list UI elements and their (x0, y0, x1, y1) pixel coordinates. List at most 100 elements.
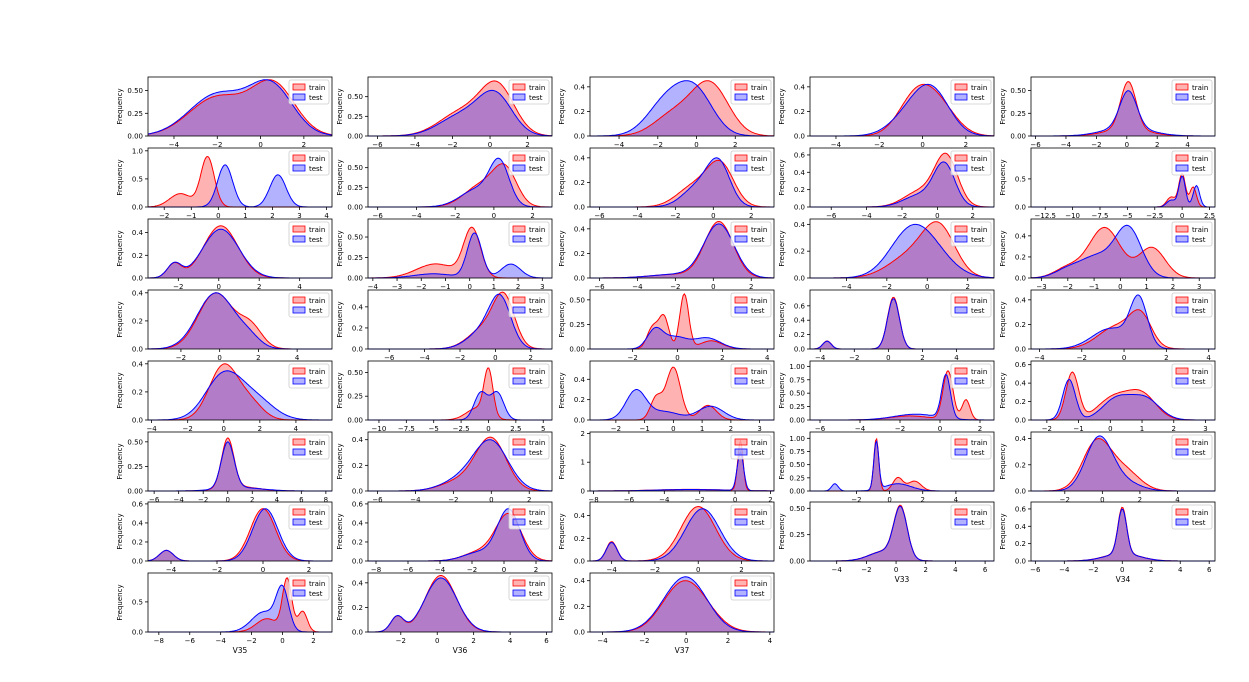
x-tick-label: 1 (700, 425, 704, 433)
legend-train-swatch (292, 508, 306, 516)
legend-box (288, 504, 330, 530)
y-tick-label: 0.50 (347, 234, 363, 242)
y-tick-label: 0.4 (352, 519, 364, 527)
x-tick-label: 0 (733, 496, 737, 504)
y-tick-label: 0.4 (352, 303, 364, 311)
y-tick-label: 0.4 (794, 83, 806, 91)
subplot-10: −12.5 −10 −7.5 −5 −2.5 0 2.5 0.0 0.5 Frequency tra… (999, 147, 1216, 220)
x-tick-label: 2 (749, 212, 753, 220)
y-axis-label: Frequency (558, 88, 566, 124)
x-tick-label: 0 (935, 212, 939, 220)
x-tick-label: −12.5 (1035, 212, 1056, 220)
y-tick-label: 0.2 (132, 252, 143, 260)
y-tick-label: 0.2 (132, 317, 143, 325)
x-tick-label: 3 (757, 425, 761, 433)
y-tick-label: 0.50 (127, 438, 143, 446)
y-tick-label: 0.2 (1015, 540, 1026, 548)
x-axis-label: V34 (1116, 575, 1131, 584)
legend-box (950, 79, 992, 105)
legend-train-swatch (1175, 438, 1189, 446)
subplot-6: −2 −1 0 1 2 3 4 0.0 0.5 1.0 Frequency train test (116, 147, 333, 220)
x-tick-label: −7.5 (398, 425, 415, 433)
legend-test-swatch (512, 448, 526, 456)
x-tick-label: 0 (1108, 425, 1112, 433)
y-tick-label: 0.4 (132, 289, 144, 297)
y-tick-label: 0.2 (574, 535, 585, 543)
test-density-fill (590, 452, 774, 491)
legend-test-swatch (1175, 306, 1189, 314)
legend-test-label: test (1192, 307, 1206, 315)
legend-box (730, 150, 772, 176)
y-tick-label: 0.00 (127, 488, 143, 496)
test-density-fill (810, 506, 994, 561)
x-tick-label: 4 (1185, 141, 1190, 149)
x-tick-label: 2 (920, 354, 924, 362)
x-tick-label: −4 (174, 496, 185, 504)
x-tick-label: 2 (525, 141, 529, 149)
test-density-fill (1031, 225, 1215, 278)
legend-train-label: train (971, 155, 987, 163)
y-tick-label: 0.2 (1015, 253, 1026, 261)
legend-train-swatch (954, 508, 968, 516)
x-axis-label: V35 (233, 646, 248, 655)
legend-train-label: train (1192, 84, 1208, 92)
x-tick-label: 2 (270, 212, 274, 220)
test-density-fill (148, 370, 332, 420)
x-tick-label: 2 (726, 637, 730, 645)
axes-frame (367, 147, 553, 208)
y-tick-label: 0.4 (574, 225, 586, 233)
legend-test-label: test (309, 449, 323, 457)
y-tick-label: 0.0 (794, 346, 805, 354)
legend-train-label: train (529, 580, 545, 588)
train-density-fill (590, 580, 774, 632)
y-tick-label: 0.2 (352, 604, 363, 612)
y-axis-label: Frequency (999, 88, 1007, 124)
x-tick-label: −4 (169, 141, 180, 149)
axes-frame (147, 147, 333, 208)
test-density-fill (810, 298, 994, 349)
axes-frame (1030, 431, 1216, 492)
y-tick-label: 0.2 (1015, 321, 1026, 329)
legend-test-label: test (751, 236, 765, 244)
axes-frame (589, 147, 775, 208)
legend-box (1171, 79, 1213, 105)
x-tick-label: −2 (611, 425, 621, 433)
legend-train-label: train (309, 509, 325, 517)
legend-test-label: test (309, 378, 323, 386)
y-tick-label: 0.2 (352, 462, 363, 470)
y-tick-label: 0.25 (347, 393, 363, 401)
x-tick-label: −4 (1061, 141, 1072, 149)
y-tick-label: 0.0 (352, 558, 363, 566)
legend-train-swatch (292, 367, 306, 375)
x-tick-label: −2 (455, 354, 465, 362)
train-density-fill (368, 437, 552, 491)
legend-train-swatch (292, 154, 306, 162)
legend-train-swatch (954, 438, 968, 446)
y-tick-label: 0.2 (574, 603, 585, 611)
train-density-line (590, 80, 775, 137)
test-density-line (1031, 378, 1215, 421)
y-axis-label: Frequency (116, 584, 124, 620)
y-axis-label: Frequency (116, 88, 124, 124)
y-tick-label: 0.0 (574, 558, 585, 566)
legend-test-swatch (1175, 448, 1189, 456)
legend-test-swatch (954, 448, 968, 456)
axes-frame (809, 431, 995, 492)
test-density-line (148, 370, 332, 421)
y-axis-label: Frequency (778, 88, 786, 124)
x-tick-label: −2 (639, 637, 649, 645)
legend-train-label: train (751, 297, 767, 305)
axes-frame (147, 431, 333, 492)
legend: train test (508, 79, 550, 105)
train-density-fill (1031, 507, 1215, 561)
test-density-fill (148, 292, 332, 349)
x-tick-label: −2.5 (1146, 212, 1163, 220)
legend-train-swatch (292, 579, 306, 587)
train-density-fill (148, 225, 332, 278)
x-tick-label: −2 (416, 283, 426, 291)
y-axis-label: Frequency (558, 159, 566, 195)
legend-box (950, 292, 992, 318)
legend-box (950, 504, 992, 530)
x-tick-label: −2 (1088, 566, 1098, 574)
legend: train test (730, 363, 772, 389)
